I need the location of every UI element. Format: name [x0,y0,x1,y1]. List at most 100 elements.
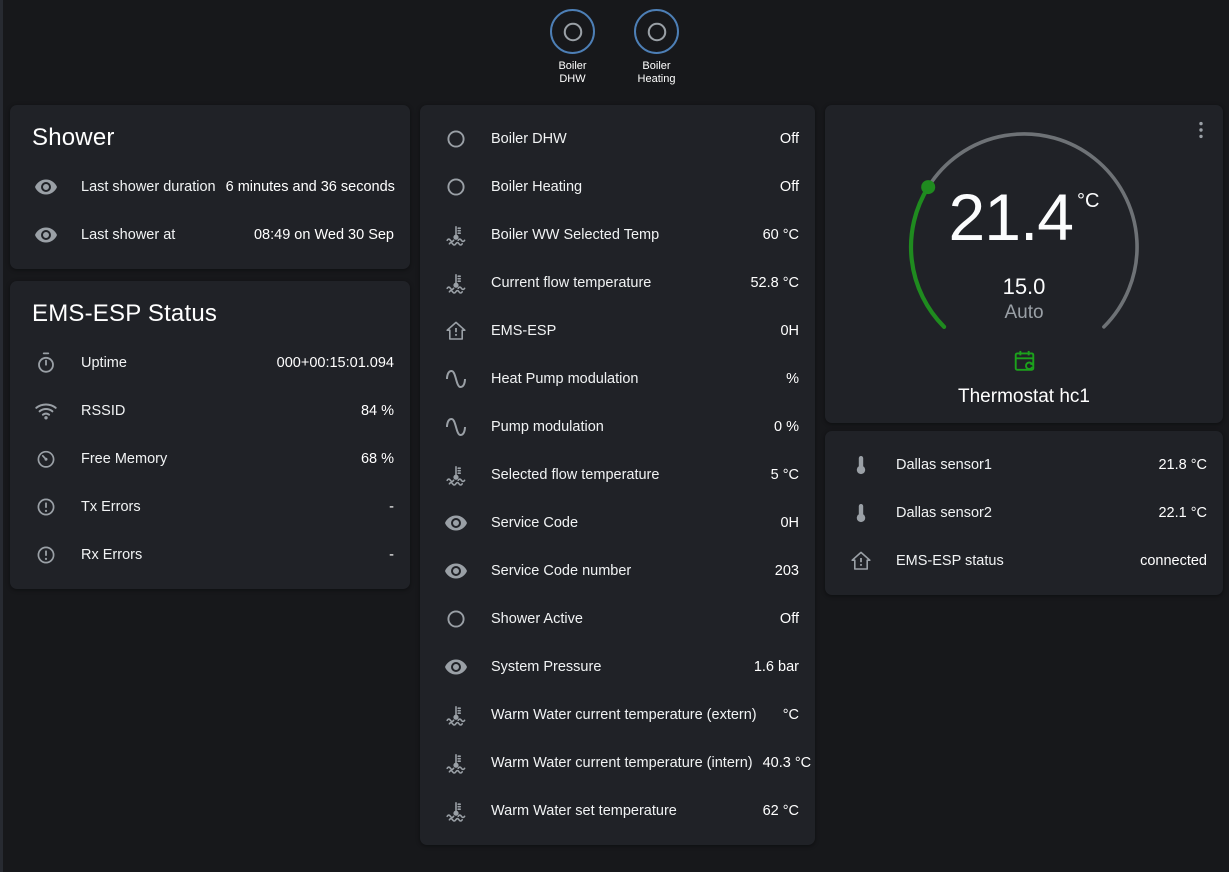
entity-row[interactable]: Pump modulation 0 % [420,403,815,451]
entity-row[interactable]: Selected flow temperature 5 °C [420,451,815,499]
entity-state: 203 [774,563,799,579]
circle-outline-icon [644,19,670,45]
shower-card: Shower Last shower duration 6 minutes an… [10,105,410,269]
thermostat-name: Thermostat hc1 [958,386,1090,407]
entities-card: Boiler DHW Off Boiler Heating Off Boiler… [420,105,815,845]
entity-row[interactable]: EMS-ESP 0H [420,307,815,355]
entity-state: 08:49 on Wed 30 Sep [253,227,394,243]
entity-row[interactable]: Boiler WW Selected Temp 60 °C [420,211,815,259]
entity-state: 1.6 bar [753,659,799,675]
badge-circle [550,9,595,54]
thermostat-card: 21.4 °C 15.0 Auto Thermostat hc1 [825,105,1223,423]
entity-name: Service Code [491,515,579,531]
current-temperature: 21.4 °C [825,180,1223,254]
entity-name: Last shower at [81,227,176,243]
thermometer-icon [849,501,873,525]
entity-row[interactable]: Last shower at 08:49 on Wed 30 Sep [10,211,410,259]
entity-row[interactable]: Tx Errors - [10,483,410,531]
entity-state: 0H [780,515,799,531]
entity-name: Boiler WW Selected Temp [491,227,660,243]
target-temperature: 15.0 [1002,274,1046,299]
circle-outline-icon [444,175,468,199]
home-alert-icon [849,549,873,573]
home-alert-icon [444,319,468,343]
entity-name: Boiler Heating [491,179,583,195]
entity-row[interactable]: Dallas sensor1 21.8 °C [825,441,1223,489]
entity-state: 0H [780,323,799,339]
alert-circle-icon [34,543,58,567]
entity-state: 6 minutes and 36 seconds [225,179,395,195]
entity-state: Off [779,131,799,147]
badge-boiler-heating[interactable]: Boiler Heating [621,9,693,95]
entity-state: 84 % [360,403,394,419]
circle-outline-icon [560,19,586,45]
thermometer-water-icon [444,799,468,823]
entity-state: 52.8 °C [750,275,799,291]
entity-name: Last shower duration [81,179,216,195]
thermometer-water-icon [444,463,468,487]
entity-name: System Pressure [491,659,602,675]
circle-outline-icon [444,607,468,631]
entity-name: EMS-ESP status [896,553,1004,569]
entity-row[interactable]: Free Memory 68 % [10,435,410,483]
hvac-mode-label: Auto [1004,302,1044,323]
entity-row[interactable]: Heat Pump modulation % [420,355,815,403]
more-options-button[interactable] [1189,118,1213,142]
card-title: Shower [32,124,115,151]
badge-label: Boiler Heating [637,60,676,85]
entity-row[interactable]: Service Code number 203 [420,547,815,595]
entity-row[interactable]: EMS-ESP status connected [825,537,1223,585]
sine-wave-icon [444,367,468,391]
entity-state: Off [779,179,799,195]
entity-row[interactable]: Rx Errors - [10,531,410,579]
entity-row[interactable]: RSSID 84 % [10,387,410,435]
entity-row[interactable]: Service Code 0H [420,499,815,547]
entity-row[interactable]: Shower Active Off [420,595,815,643]
thermostat-handle[interactable] [921,180,936,195]
timer-icon [34,351,58,375]
current-temperature-value: 21.4 [948,180,1074,254]
eye-icon [34,223,58,247]
thermometer-water-icon [444,751,468,775]
badge-circle [634,9,679,54]
entity-state: % [786,371,799,387]
entity-name: Service Code number [491,563,632,579]
entity-name: Rx Errors [81,547,143,563]
entity-row[interactable]: System Pressure 1.6 bar [420,643,815,691]
entity-state: 60 °C [762,227,799,243]
entity-row[interactable]: Current flow temperature 52.8 °C [420,259,815,307]
eye-icon [34,175,58,199]
entity-state: 21.8 °C [1158,457,1207,473]
badge-label: Boiler DHW [558,60,587,85]
card-title: EMS-ESP Status [32,300,218,327]
entity-state: 0 % [774,419,799,435]
entity-name: Dallas sensor2 [896,505,992,521]
entity-name: EMS-ESP [491,323,557,339]
entity-name: Selected flow temperature [491,467,660,483]
entity-row[interactable]: Uptime 000+00:15:01.094 [10,339,410,387]
entity-row[interactable]: Warm Water current temperature (intern) … [420,739,815,787]
entity-row[interactable]: Warm Water current temperature (extern) … [420,691,815,739]
eye-icon [444,655,468,679]
thermometer-water-icon [444,223,468,247]
wifi-icon [34,399,58,423]
sensors-card: Dallas sensor1 21.8 °C Dallas sensor2 22… [825,431,1223,595]
entity-name: RSSID [81,403,126,419]
entity-row[interactable]: Boiler Heating Off [420,163,815,211]
entity-state: °C [782,707,799,723]
entity-row[interactable]: Boiler DHW Off [420,115,815,163]
thermometer-icon [849,453,873,477]
entity-name: Shower Active [491,611,583,627]
entity-name: Current flow temperature [491,275,652,291]
sine-wave-icon [444,415,468,439]
entity-name: Boiler DHW [491,131,567,147]
badge-boiler-dhw[interactable]: Boiler DHW [537,9,609,95]
entity-row[interactable]: Dallas sensor2 22.1 °C [825,489,1223,537]
entity-row[interactable]: Last shower duration 6 minutes and 36 se… [10,163,410,211]
gauge-icon [34,447,58,471]
left-edge-strip [0,0,3,872]
entity-state: 22.1 °C [1158,505,1207,521]
eye-icon [444,511,468,535]
entity-row[interactable]: Warm Water set temperature 62 °C [420,787,815,835]
thermostat-dial[interactable] [825,105,1223,337]
